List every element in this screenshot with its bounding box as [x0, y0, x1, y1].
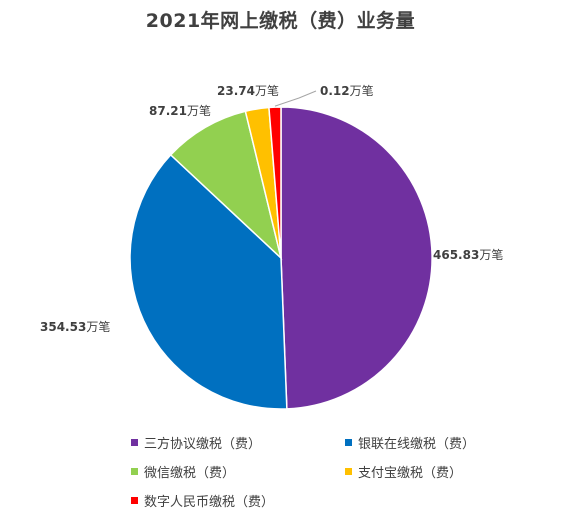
pie-slice: [268, 106, 282, 259]
data-label: 23.74万笔: [217, 83, 279, 98]
pie-slice: [280, 106, 433, 410]
data-label: 87.21万笔: [149, 103, 211, 118]
pie-slice: [129, 153, 288, 410]
data-label: 465.83万笔: [433, 247, 503, 262]
chart-title: 2021年网上缴税（费）业务量: [145, 10, 416, 32]
data-label: 354.53万笔: [40, 319, 110, 334]
leader-line: [274, 90, 317, 107]
data-label: 0.12万笔: [320, 83, 374, 98]
pie-slice: [169, 110, 283, 261]
